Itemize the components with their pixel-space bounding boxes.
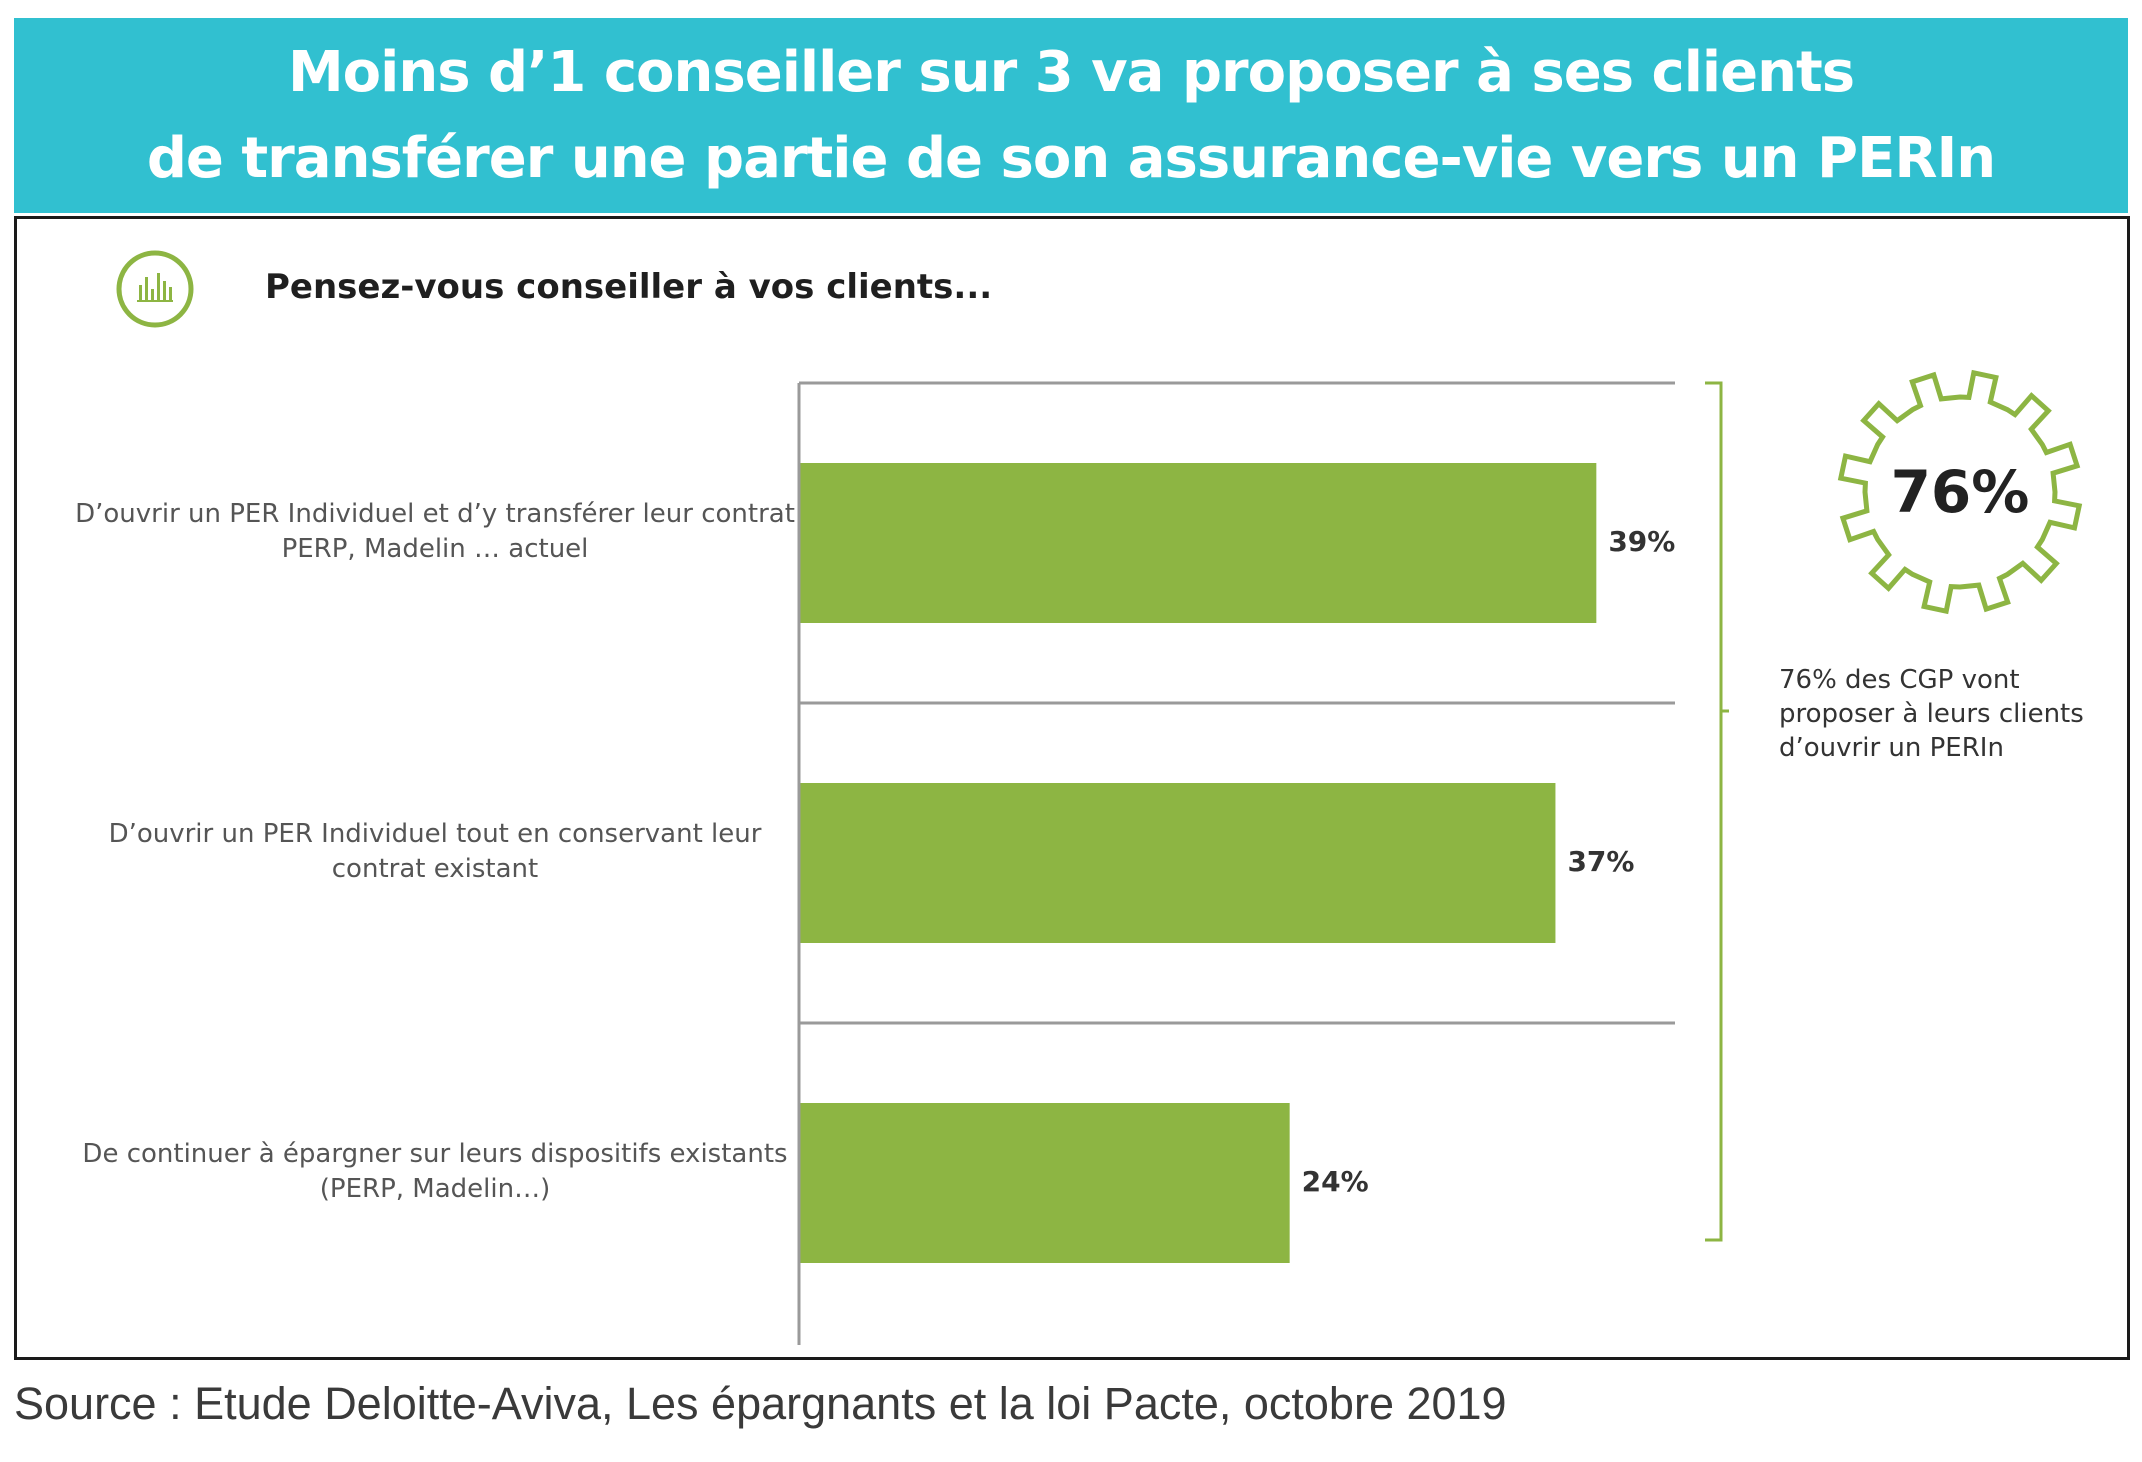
source-note: Source : Etude Deloitte-Aviva, Les éparg… [14,1378,1507,1429]
category-label: D’ouvrir un PER Individuel et d’y transf… [75,499,795,564]
question-title: Pensez-vous conseiller à vos clients... [265,267,993,307]
chart-area: Pensez-vous conseiller à vos clients... … [65,223,2085,1349]
chart-svg [116,250,2083,1345]
header-banner: Moins d’1 conseiller sur 3 va proposer à… [14,18,2128,213]
bar-value-label: 24% [1301,1165,1369,1198]
header-title-line-2: de transférer une partie de son assuranc… [146,125,1996,191]
highlight-note: 76% des CGP vont proposer à leurs client… [1779,665,2084,763]
bracket-icon [1705,381,1729,1242]
bar-value-label: 39% [1608,525,1676,558]
bar-chart-icon [116,250,194,328]
bar-value-label: 37% [1567,845,1635,878]
bars [799,463,1597,1263]
bar [799,1103,1290,1263]
bar [799,463,1597,623]
bar [799,783,1556,943]
chart-panel: Pensez-vous conseiller à vos clients... … [14,216,2130,1360]
category-label: D’ouvrir un PER Individuel tout en conse… [108,819,762,884]
category-label: De continuer à épargner sur leurs dispos… [82,1139,788,1204]
highlight-value: 76% [1890,458,2030,526]
gear-icon [1837,369,2083,615]
header-title-line-1: Moins d’1 conseiller sur 3 va proposer à… [287,39,1855,105]
category-separators [799,381,1675,1025]
